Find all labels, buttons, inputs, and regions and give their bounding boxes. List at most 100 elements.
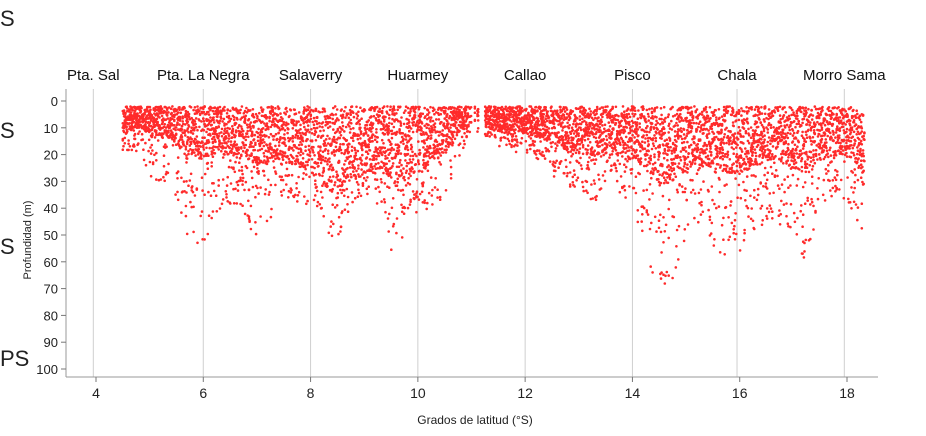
- data-point: [349, 113, 352, 116]
- data-point: [646, 154, 649, 157]
- data-point: [226, 176, 229, 179]
- data-point: [631, 134, 634, 137]
- data-point: [225, 137, 228, 140]
- data-point: [369, 149, 372, 152]
- data-point: [413, 198, 416, 201]
- data-point: [697, 148, 700, 151]
- data-point: [195, 126, 198, 129]
- data-point: [322, 134, 325, 137]
- data-point: [474, 119, 477, 122]
- data-point: [349, 155, 352, 158]
- data-point: [554, 127, 557, 130]
- data-point: [212, 155, 215, 158]
- data-point: [286, 110, 289, 113]
- data-point: [652, 172, 655, 175]
- data-point: [340, 152, 343, 155]
- data-point: [403, 123, 406, 126]
- data-point: [282, 179, 285, 182]
- data-point: [412, 124, 415, 127]
- data-point: [602, 174, 605, 177]
- data-point: [348, 117, 351, 120]
- data-point: [304, 149, 307, 152]
- data-point: [309, 155, 312, 158]
- data-point: [578, 162, 581, 165]
- data-point: [352, 170, 355, 173]
- data-point: [440, 109, 443, 112]
- data-point: [210, 107, 213, 110]
- data-point: [399, 106, 402, 109]
- data-point: [316, 116, 319, 119]
- data-point: [494, 106, 497, 109]
- data-point: [228, 137, 231, 140]
- data-point: [338, 161, 341, 164]
- data-point: [667, 131, 670, 134]
- data-point: [203, 148, 206, 151]
- data-point: [421, 170, 424, 173]
- data-point: [331, 203, 334, 206]
- data-point: [239, 203, 242, 206]
- data-point: [544, 124, 547, 127]
- data-point: [297, 152, 300, 155]
- data-point: [223, 106, 226, 109]
- data-point: [150, 175, 153, 178]
- data-point: [686, 163, 689, 166]
- data-point: [140, 124, 143, 127]
- data-point: [220, 113, 223, 116]
- data-point: [431, 131, 434, 134]
- data-point: [388, 213, 391, 216]
- data-point: [381, 153, 384, 156]
- data-point: [331, 118, 334, 121]
- data-point: [272, 121, 275, 124]
- data-point: [636, 121, 639, 124]
- data-point: [279, 137, 282, 140]
- data-point: [515, 135, 518, 138]
- data-point: [670, 167, 673, 170]
- data-point: [567, 151, 570, 154]
- data-point: [306, 138, 309, 141]
- data-point: [621, 155, 624, 158]
- data-point: [477, 114, 480, 117]
- data-point: [634, 109, 637, 112]
- data-point: [257, 136, 260, 139]
- data-point: [651, 271, 654, 274]
- data-point: [246, 153, 249, 156]
- data-point: [283, 141, 286, 144]
- data-point: [200, 120, 203, 123]
- data-point: [188, 113, 191, 116]
- data-point: [667, 182, 670, 185]
- data-point: [680, 127, 683, 130]
- data-point: [257, 192, 260, 195]
- data-point: [572, 153, 575, 156]
- data-point: [237, 184, 240, 187]
- data-point: [273, 135, 276, 138]
- data-point: [341, 121, 344, 124]
- data-point: [564, 110, 567, 113]
- data-point: [219, 120, 222, 123]
- data-point: [328, 161, 331, 164]
- data-point: [592, 158, 595, 161]
- data-point: [681, 138, 684, 141]
- data-point: [687, 223, 690, 226]
- data-point: [544, 108, 547, 111]
- data-point: [697, 221, 700, 224]
- data-point: [602, 138, 605, 141]
- data-point: [521, 107, 524, 110]
- data-point: [364, 140, 367, 143]
- data-point: [672, 179, 675, 182]
- data-point: [676, 113, 679, 116]
- data-point: [315, 186, 318, 189]
- data-point: [633, 187, 636, 190]
- data-point: [370, 115, 373, 118]
- data-point: [273, 166, 276, 169]
- data-point: [399, 159, 402, 162]
- data-point: [691, 119, 694, 122]
- data-point: [301, 116, 304, 119]
- data-point: [673, 169, 676, 172]
- data-point: [637, 109, 640, 112]
- data-point: [299, 124, 302, 127]
- data-point: [297, 176, 300, 179]
- data-point: [602, 154, 605, 157]
- data-point: [673, 216, 676, 219]
- data-point: [662, 122, 665, 125]
